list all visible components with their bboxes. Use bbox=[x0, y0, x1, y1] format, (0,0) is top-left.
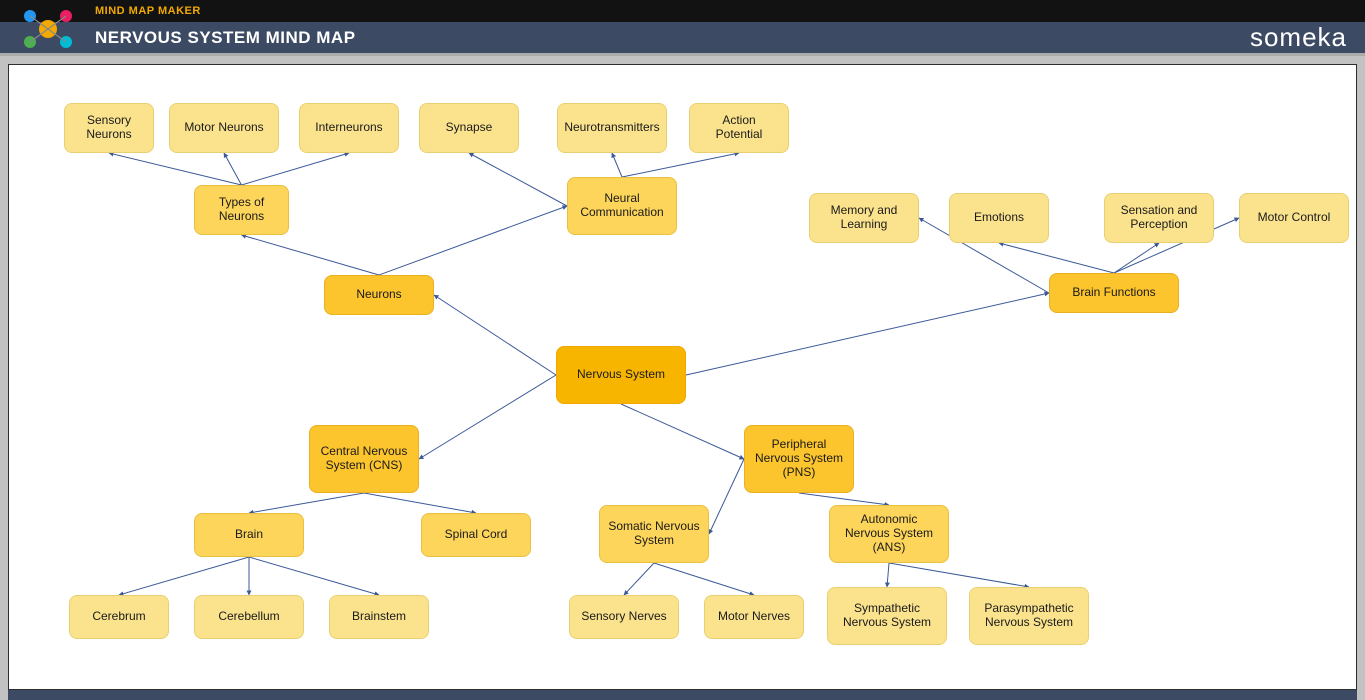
edge-root-neurons bbox=[434, 295, 556, 375]
node-motner[interactable]: Motor Nerves bbox=[704, 595, 804, 639]
node-brain[interactable]: Brain bbox=[194, 513, 304, 557]
edge-types-intn bbox=[242, 153, 350, 185]
node-apot[interactable]: Action Potential bbox=[689, 103, 789, 153]
edge-cns-spinal bbox=[364, 493, 476, 513]
header-title: MIND MAP MAKER bbox=[95, 5, 201, 17]
node-parasymp[interactable]: Parasympathetic Nervous System bbox=[969, 587, 1089, 645]
subheader-bar: NERVOUS SYSTEM MIND MAP someka bbox=[0, 22, 1365, 56]
edge-somatic-sensner bbox=[624, 563, 654, 595]
footer-bar bbox=[8, 690, 1357, 700]
edge-ans-symp bbox=[887, 563, 889, 587]
header-bar: MIND MAP MAKER bbox=[0, 0, 1365, 22]
node-brainfn[interactable]: Brain Functions bbox=[1049, 273, 1179, 313]
node-motn[interactable]: Motor Neurons bbox=[169, 103, 279, 153]
node-root[interactable]: Nervous System bbox=[556, 346, 686, 404]
node-intn[interactable]: Interneurons bbox=[299, 103, 399, 153]
node-syn[interactable]: Synapse bbox=[419, 103, 519, 153]
node-sensner[interactable]: Sensory Nerves bbox=[569, 595, 679, 639]
node-ans[interactable]: Autonomic Nervous System (ANS) bbox=[829, 505, 949, 563]
edge-cns-brain bbox=[249, 493, 364, 513]
app-logo bbox=[18, 4, 78, 54]
edge-types-sensn bbox=[109, 153, 242, 185]
node-motor[interactable]: Motor Control bbox=[1239, 193, 1349, 243]
edge-ncomm-syn bbox=[469, 153, 567, 206]
brand-logo-text: someka bbox=[1250, 22, 1347, 53]
edge-brain-bstem bbox=[249, 557, 379, 595]
edge-root-brainfn bbox=[686, 293, 1049, 375]
node-emo[interactable]: Emotions bbox=[949, 193, 1049, 243]
node-mem[interactable]: Memory and Learning bbox=[809, 193, 919, 243]
node-symp[interactable]: Sympathetic Nervous System bbox=[827, 587, 947, 645]
node-types[interactable]: Types of Neurons bbox=[194, 185, 289, 235]
node-neurons[interactable]: Neurons bbox=[324, 275, 434, 315]
edge-brainfn-emo bbox=[999, 243, 1114, 273]
edge-somatic-motner bbox=[654, 563, 754, 595]
node-cerebrum[interactable]: Cerebrum bbox=[69, 595, 169, 639]
edge-brain-cerebrum bbox=[119, 557, 249, 595]
node-sensn[interactable]: Sensory Neurons bbox=[64, 103, 154, 153]
node-spinal[interactable]: Spinal Cord bbox=[421, 513, 531, 557]
node-cns[interactable]: Central Nervous System (CNS) bbox=[309, 425, 419, 493]
node-sens[interactable]: Sensation and Perception bbox=[1104, 193, 1214, 243]
edge-root-cns bbox=[419, 375, 556, 459]
mindmap-canvas: Nervous System Neurons Brain Functions Cent… bbox=[8, 64, 1357, 690]
edge-neurons-types bbox=[242, 235, 380, 275]
node-ncomm[interactable]: Neural Communication bbox=[567, 177, 677, 235]
node-bstem[interactable]: Brainstem bbox=[329, 595, 429, 639]
edge-ncomm-ntx bbox=[612, 153, 622, 177]
page-title: NERVOUS SYSTEM MIND MAP bbox=[95, 28, 356, 48]
edge-root-pns bbox=[621, 404, 744, 459]
node-cerebell[interactable]: Cerebellum bbox=[194, 595, 304, 639]
edge-pns-somatic bbox=[709, 459, 744, 534]
node-pns[interactable]: Peripheral Nervous System (PNS) bbox=[744, 425, 854, 493]
node-ntx[interactable]: Neurotransmitters bbox=[557, 103, 667, 153]
edge-ans-parasymp bbox=[889, 563, 1029, 587]
edge-brainfn-sens bbox=[1114, 243, 1159, 273]
edge-neurons-ncomm bbox=[379, 206, 567, 275]
edge-ncomm-apot bbox=[622, 153, 739, 177]
edge-types-motn bbox=[224, 153, 242, 185]
node-somatic[interactable]: Somatic Nervous System bbox=[599, 505, 709, 563]
edge-pns-ans bbox=[799, 493, 889, 505]
